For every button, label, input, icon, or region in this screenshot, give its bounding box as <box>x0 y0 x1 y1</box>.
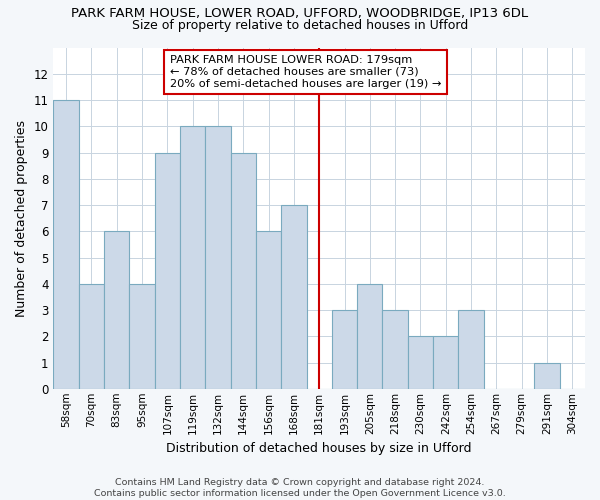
Bar <box>433 336 458 389</box>
Text: Size of property relative to detached houses in Ufford: Size of property relative to detached ho… <box>132 18 468 32</box>
Bar <box>180 126 205 389</box>
Bar <box>382 310 408 389</box>
Bar <box>205 126 230 389</box>
Bar <box>281 205 307 389</box>
Bar <box>53 100 79 389</box>
Bar <box>130 284 155 389</box>
Bar <box>79 284 104 389</box>
Bar <box>104 232 130 389</box>
Bar <box>408 336 433 389</box>
Bar <box>535 362 560 389</box>
Bar <box>155 152 180 389</box>
Y-axis label: Number of detached properties: Number of detached properties <box>15 120 28 316</box>
Bar <box>230 152 256 389</box>
X-axis label: Distribution of detached houses by size in Ufford: Distribution of detached houses by size … <box>166 442 472 455</box>
Bar <box>332 310 357 389</box>
Text: PARK FARM HOUSE LOWER ROAD: 179sqm
← 78% of detached houses are smaller (73)
20%: PARK FARM HOUSE LOWER ROAD: 179sqm ← 78%… <box>170 56 441 88</box>
Bar <box>458 310 484 389</box>
Text: Contains HM Land Registry data © Crown copyright and database right 2024.
Contai: Contains HM Land Registry data © Crown c… <box>94 478 506 498</box>
Bar <box>256 232 281 389</box>
Text: PARK FARM HOUSE, LOWER ROAD, UFFORD, WOODBRIDGE, IP13 6DL: PARK FARM HOUSE, LOWER ROAD, UFFORD, WOO… <box>71 8 529 20</box>
Bar <box>357 284 382 389</box>
